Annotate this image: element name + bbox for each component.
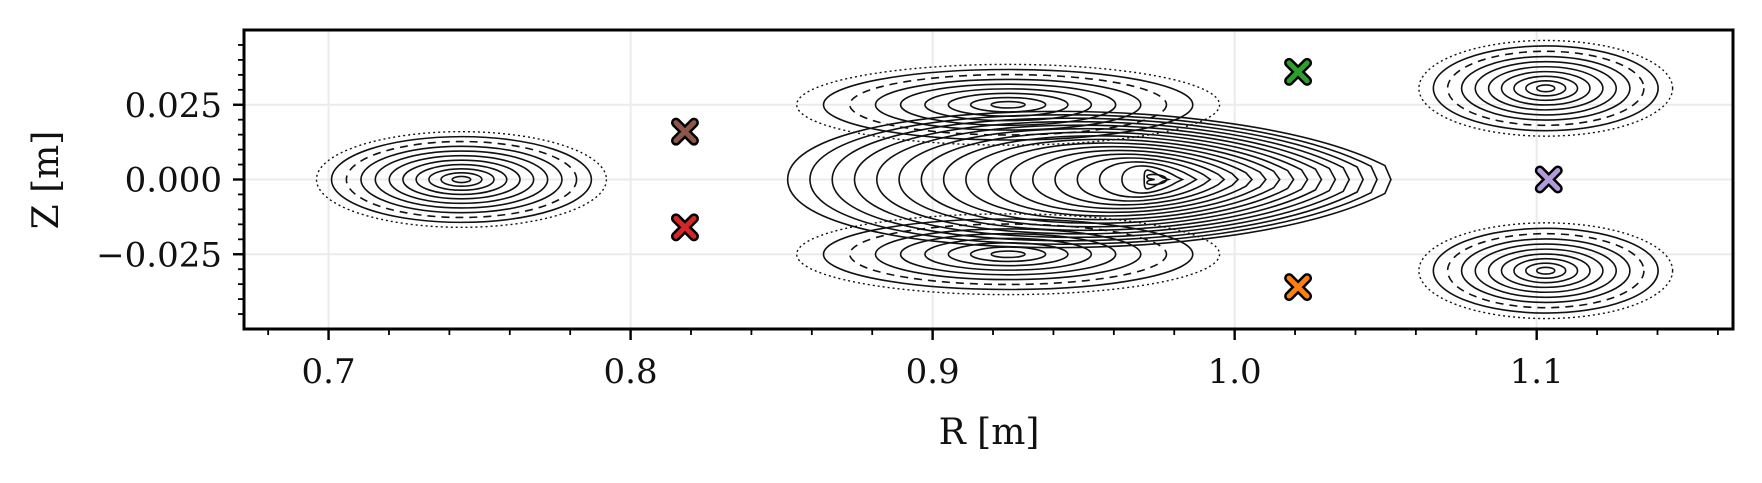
core-contour bbox=[875, 124, 1337, 235]
core-contour bbox=[942, 135, 1295, 224]
y-tick-label: −0.025 bbox=[96, 235, 222, 275]
x-tick-label: 0.8 bbox=[604, 352, 658, 392]
x-point-marker bbox=[1284, 57, 1313, 86]
island-contour bbox=[1418, 39, 1674, 137]
island-contour bbox=[796, 63, 1221, 146]
x-point-marker bbox=[670, 117, 699, 146]
island-contour bbox=[1446, 50, 1645, 127]
island-contour bbox=[1446, 232, 1645, 309]
core-contour bbox=[1054, 153, 1226, 206]
core-contour bbox=[987, 142, 1267, 217]
island-contour bbox=[796, 213, 1221, 296]
core-contour bbox=[1143, 169, 1172, 190]
island-contour bbox=[1513, 75, 1579, 102]
x-tick-label: 1.1 bbox=[1510, 352, 1564, 392]
island-contour bbox=[822, 218, 1194, 291]
core-contour bbox=[920, 131, 1309, 228]
y-axis-label: Z [m] bbox=[26, 131, 67, 230]
island-contour bbox=[1460, 55, 1631, 121]
island-contour bbox=[1474, 60, 1618, 116]
core-contour bbox=[786, 110, 1392, 249]
core-contour bbox=[1031, 149, 1240, 210]
x-axis-label: R [m] bbox=[939, 412, 1040, 453]
x-tick-label: 0.7 bbox=[302, 352, 356, 392]
tick-layer bbox=[233, 44, 1719, 340]
island-contour bbox=[1525, 79, 1567, 97]
x-point-marker bbox=[1534, 165, 1563, 194]
island-contour bbox=[1513, 257, 1579, 284]
core-contour bbox=[1076, 157, 1212, 202]
island-contour bbox=[315, 130, 608, 229]
island-contour bbox=[345, 140, 578, 219]
island-contour bbox=[1535, 266, 1556, 275]
island-contour bbox=[990, 100, 1026, 109]
island-contour bbox=[402, 159, 521, 200]
core-contour bbox=[898, 127, 1323, 232]
core-contour bbox=[965, 138, 1281, 221]
island-contour bbox=[428, 167, 495, 192]
x-tick-label: 0.9 bbox=[906, 352, 960, 392]
island-contour bbox=[374, 150, 549, 209]
x-point-marker bbox=[670, 213, 699, 242]
island-contour bbox=[388, 154, 535, 205]
core-contour bbox=[809, 114, 1378, 245]
island-contour bbox=[1432, 45, 1659, 132]
island-contour bbox=[415, 163, 508, 196]
x-tick-label: 1.0 bbox=[1208, 352, 1262, 392]
island-contour bbox=[330, 135, 593, 224]
core-contour bbox=[831, 117, 1365, 242]
island-contour bbox=[822, 68, 1194, 141]
island-contour bbox=[990, 250, 1026, 259]
island-contour bbox=[1525, 262, 1567, 280]
island-contour bbox=[1418, 222, 1674, 320]
island-contour bbox=[874, 78, 1142, 131]
island-contour bbox=[1474, 243, 1618, 299]
island-contour bbox=[1432, 227, 1659, 314]
island-contour bbox=[440, 171, 483, 188]
core-contour bbox=[1121, 165, 1185, 194]
island-contour bbox=[1460, 238, 1631, 304]
marker-layer bbox=[670, 57, 1563, 302]
island-contour bbox=[451, 175, 472, 184]
core-contour bbox=[1009, 145, 1254, 214]
island-contour bbox=[899, 83, 1117, 127]
y-tick-label: 0.000 bbox=[125, 161, 222, 201]
island-contour bbox=[1500, 253, 1591, 289]
island-contour bbox=[1500, 70, 1591, 106]
island-contour bbox=[899, 232, 1117, 276]
y-tick-labels: 0.025 0.000 −0.025 bbox=[96, 86, 222, 276]
core-contour bbox=[853, 120, 1351, 239]
island-contour bbox=[1487, 65, 1604, 111]
island-contour bbox=[848, 73, 1168, 136]
x-point-marker bbox=[1284, 273, 1313, 302]
y-tick-label: 0.025 bbox=[125, 86, 222, 126]
island-contour bbox=[1487, 248, 1604, 294]
island-contour bbox=[848, 223, 1168, 286]
island-contour bbox=[360, 145, 563, 214]
contour-layer bbox=[315, 39, 1674, 320]
island-contour bbox=[1535, 84, 1556, 93]
x-tick-labels: 0.7 0.8 0.9 1.0 1.1 bbox=[302, 352, 1564, 392]
island-contour bbox=[874, 228, 1142, 281]
core-contour bbox=[1098, 161, 1198, 198]
